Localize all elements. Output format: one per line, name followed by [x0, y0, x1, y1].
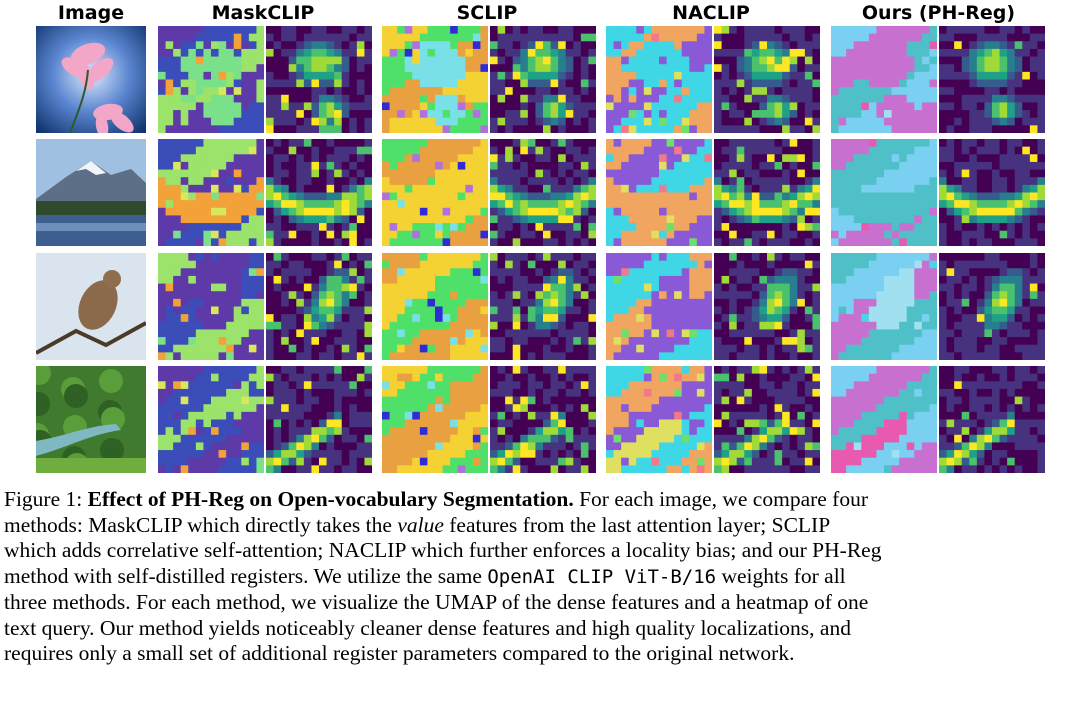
caption-model-name: OpenAI CLIP ViT-B/16: [487, 565, 717, 588]
heatmap-naclip-flower: [714, 26, 820, 133]
heatmap-ours-mountain-lake: [939, 139, 1045, 246]
umap-sclip-mountain-lake: [382, 139, 488, 246]
heatmap-maskclip-bird: [266, 253, 372, 360]
umap-ours-forest-valley: [831, 366, 937, 473]
umap-naclip-mountain-lake: [606, 139, 712, 246]
umap-maskclip-flower: [158, 26, 264, 133]
caption-title: Effect of PH-Reg on Open-vocabulary Segm…: [87, 487, 574, 511]
umap-naclip-flower: [606, 26, 712, 133]
figure-grid: Image MaskCLIP SCLIP NACLIP Ours (PH-Reg…: [36, 2, 1045, 473]
header-naclip: NACLIP: [672, 2, 750, 24]
caption-line4-tail: weights for all: [721, 563, 846, 588]
figure-caption: Figure 1: Effect of PH-Reg on Open-vocab…: [4, 487, 1076, 667]
caption-line1-tail: For each image, we compare four: [579, 487, 869, 511]
header-ours: Ours (PH-Reg): [861, 2, 1016, 24]
caption-line3: which adds correlative self-attention; N…: [4, 538, 882, 562]
heatmap-maskclip-flower: [266, 26, 372, 133]
input-photo-mountain-lake: [36, 139, 146, 246]
heatmap-sclip-flower: [490, 26, 596, 133]
heatmap-naclip-bird: [714, 253, 820, 360]
caption-value-italic: value: [397, 512, 444, 537]
heatmap-sclip-forest-valley: [490, 366, 596, 473]
umap-maskclip-mountain-lake: [158, 139, 264, 246]
umap-maskclip-bird: [158, 253, 264, 360]
caption-line2b: features from the last attention layer; …: [449, 512, 831, 537]
heatmap-naclip-mountain-lake: [714, 139, 820, 246]
heatmap-ours-forest-valley: [939, 366, 1045, 473]
input-photo-flower: [36, 26, 146, 133]
header-maskclip: MaskCLIP: [211, 2, 315, 24]
caption-line2a: methods: MaskCLIP which directly takes t…: [4, 512, 392, 537]
input-photo-forest-valley: [36, 366, 146, 473]
heatmap-sclip-mountain-lake: [490, 139, 596, 246]
heatmap-ours-bird: [939, 253, 1045, 360]
umap-ours-bird: [831, 253, 937, 360]
heatmap-ours-flower: [939, 26, 1045, 133]
caption-figure-label: Figure 1:: [4, 487, 83, 511]
umap-naclip-forest-valley: [606, 366, 712, 473]
caption-line6: text query. Our method yields noticeably…: [4, 615, 851, 640]
heatmap-sclip-bird: [490, 253, 596, 360]
header-sclip: SCLIP: [456, 2, 518, 24]
umap-ours-flower: [831, 26, 937, 133]
caption-line5: three methods. For each method, we visua…: [4, 590, 869, 614]
umap-naclip-bird: [606, 253, 712, 360]
umap-ours-mountain-lake: [831, 139, 937, 246]
heatmap-naclip-forest-valley: [714, 366, 820, 473]
umap-maskclip-forest-valley: [158, 366, 264, 473]
umap-sclip-forest-valley: [382, 366, 488, 473]
heatmap-maskclip-forest-valley: [266, 366, 372, 473]
input-photo-bird: [36, 253, 146, 360]
caption-line4: method with self-distilled registers. We…: [4, 563, 482, 588]
heatmap-maskclip-mountain-lake: [266, 139, 372, 246]
umap-sclip-bird: [382, 253, 488, 360]
caption-line7: requires only a small set of additional …: [4, 641, 795, 665]
umap-sclip-flower: [382, 26, 488, 133]
header-image: Image: [57, 2, 125, 24]
